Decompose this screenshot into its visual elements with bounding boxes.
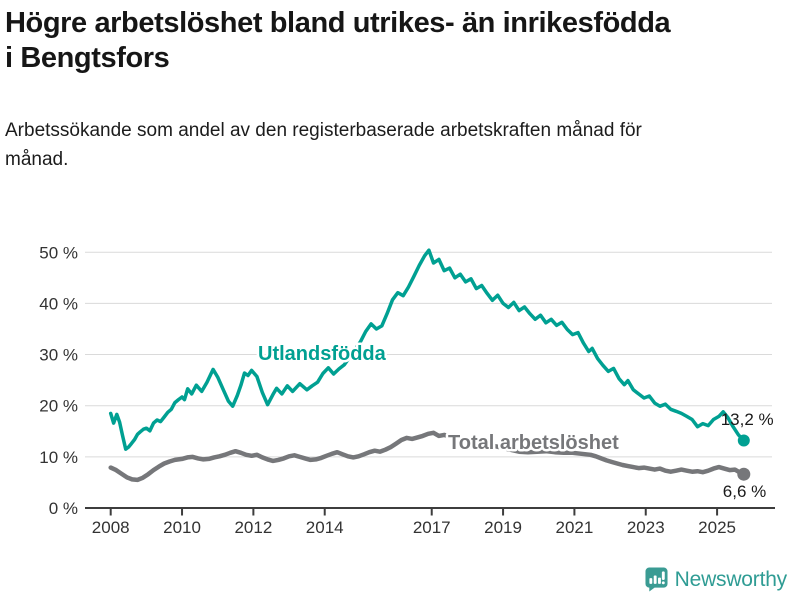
brand-name: Newsworthy [674, 567, 788, 591]
y-axis-label: 50 % [39, 243, 78, 262]
y-axis-label: 30 % [39, 346, 78, 365]
x-axis-label: 2023 [627, 518, 665, 537]
x-axis-label: 2025 [698, 518, 736, 537]
y-axis-label: 40 % [39, 294, 78, 313]
series-end-dot-total [737, 467, 751, 481]
series-label-utlandsfodda: Utlandsfödda [258, 343, 387, 365]
y-axis-label: 10 % [39, 448, 78, 467]
series-line-total [108, 430, 747, 483]
page-title: Högre arbetslöshet bland utrikes- än inr… [5, 7, 671, 74]
x-axis-label: 2008 [92, 518, 130, 537]
brand-footer: Newsworthy [645, 567, 787, 592]
chart-header: Högre arbetslöshet bland utrikes- än inr… [5, 6, 695, 174]
x-axis-label: 2021 [555, 518, 593, 537]
series-line-utlandsfodda [108, 248, 746, 451]
series-end-dot-utlandsfodda [737, 434, 750, 447]
end-value-label-total: 6,6 % [723, 482, 766, 501]
y-axis-label: 0 % [49, 499, 78, 518]
x-axis-label: 2012 [234, 518, 272, 537]
x-axis-label: 2019 [484, 518, 522, 537]
series-label-total: Total arbetslöshet [448, 432, 619, 454]
x-axis-label: 2010 [163, 518, 201, 537]
newsworthy-logo-icon [645, 567, 668, 592]
x-axis-label: 2017 [413, 518, 451, 537]
chart-subtitle: Arbetssökande som andel av den registerb… [5, 120, 642, 170]
x-axis-label: 2014 [306, 518, 344, 537]
line-chart: 0 % 10 % 20 % 30 % 40 % 50 % 2008 2010 2012 2014 2… [39, 243, 775, 537]
y-axis-label: 20 % [39, 397, 78, 416]
end-value-label-utlandsfodda: 13,2 % [721, 410, 774, 429]
